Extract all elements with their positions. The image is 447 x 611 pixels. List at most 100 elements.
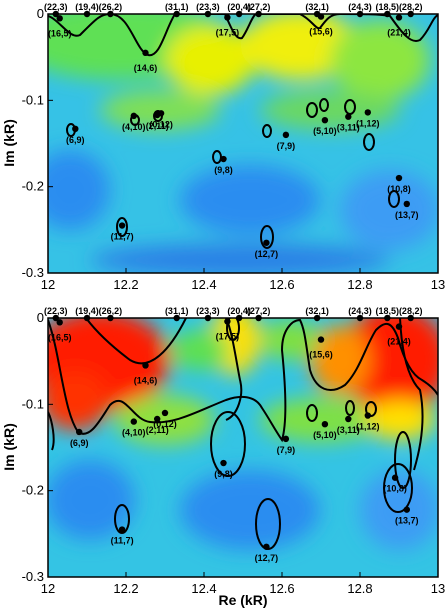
pole-label: (2,11) <box>146 121 169 131</box>
contour-line <box>85 318 187 365</box>
contour-loop <box>383 463 413 513</box>
contour-loop <box>363 133 375 151</box>
pole-marker <box>161 409 169 417</box>
pole-label: (6,9) <box>66 135 85 145</box>
x-tick-label: 12.8 <box>347 581 372 596</box>
pole-marker <box>224 14 231 21</box>
top-edge-label: (31,1) <box>165 306 189 316</box>
pole-label: (11,7) <box>111 232 134 242</box>
top-edge-marker <box>407 314 414 322</box>
top-edge-marker <box>173 10 180 18</box>
pole-label: (7,9) <box>277 141 296 151</box>
pole-marker <box>395 14 403 21</box>
pole-label: (14,6) <box>134 63 158 73</box>
top-edge-label: (28,2) <box>399 2 423 12</box>
top-edge-marker <box>313 10 321 18</box>
pole-marker <box>154 415 161 423</box>
pole-label: (17,5) <box>216 27 240 37</box>
pole-marker <box>220 155 227 163</box>
x-tick-label: 13 <box>431 277 445 292</box>
top-edge-marker <box>107 10 114 18</box>
top-edge-label: (26,2) <box>99 306 123 316</box>
y-tick-label: -0.1 <box>22 396 44 411</box>
pole-marker <box>345 113 352 120</box>
poles-top: (16,5) (14,6) (17,5) (15,6) (21,4) (0,12)(4,1… <box>48 13 419 259</box>
top-edge-label: (27,2) <box>247 2 271 12</box>
top-edge-label: (22,3) <box>44 306 68 316</box>
x-tick-label: 12.4 <box>191 581 216 596</box>
top-edge-label: (31,1) <box>165 2 189 12</box>
top-edge-label: (20,4) <box>227 2 251 12</box>
y-tick-label: -0.2 <box>22 179 44 194</box>
x-tick-label: 12.4 <box>191 277 216 292</box>
pole-marker <box>321 116 329 124</box>
top-edge-label: (32,1) <box>305 306 329 316</box>
pole-marker <box>391 474 399 481</box>
contour-line <box>48 411 55 451</box>
y-axis-label-top: Im (kR) <box>1 119 17 166</box>
contour-loop <box>365 401 377 417</box>
pole-label: (6,9) <box>70 438 89 448</box>
y-tick-label: 0 <box>37 6 44 21</box>
pole-marker <box>224 318 231 325</box>
top-edge-label: (19,4) <box>75 306 99 316</box>
contour-line <box>399 318 424 471</box>
y-ticks-bottom: 0 -0.1 -0.2 -0.3 <box>22 310 53 584</box>
pole-marker <box>282 131 290 139</box>
top-edge-label: (24,3) <box>348 306 372 316</box>
pole-marker <box>118 526 126 533</box>
pole-marker <box>364 412 371 419</box>
panel-top: (16,5) (14,6) (17,5) (15,6) (21,4) (0,12)(4,1… <box>1 2 445 292</box>
contour-loop <box>388 190 400 208</box>
y-tick-label: -0.2 <box>22 483 44 498</box>
heatmap-bottom <box>48 318 438 577</box>
top-edge-marker <box>356 314 364 322</box>
top-edge-marker <box>173 314 180 322</box>
pole-marker <box>56 319 63 326</box>
top-edge-marker <box>384 10 391 18</box>
pole-marker <box>72 125 79 133</box>
pole-label: (2,11) <box>146 425 169 435</box>
pole-label: (17,5) <box>216 331 240 341</box>
pole-label: (0,12) <box>153 419 177 429</box>
top-edge-marker <box>83 314 91 322</box>
pole-label: (13,7) <box>395 516 419 526</box>
top-edge-label: (27,2) <box>247 306 271 316</box>
contour-loop <box>345 400 355 416</box>
contour-loop <box>212 150 222 164</box>
x-ticks-bottom: 12 12.2 12.4 12.6 12.8 13 <box>41 572 445 596</box>
pole-label: (11,7) <box>111 536 134 546</box>
pole-marker <box>321 420 329 428</box>
top-edge-marker <box>407 10 414 18</box>
pole-label: (16,5) <box>48 332 72 342</box>
y-ticks-top: 0 -0.1 -0.2 -0.3 <box>22 6 53 280</box>
contour-loop <box>116 217 128 237</box>
top-edge-marker <box>384 314 391 322</box>
top-edge-marker <box>204 314 212 322</box>
pole-label: (4,10) <box>122 428 146 438</box>
top-edge-marker <box>52 10 59 18</box>
pole-label: (10,8) <box>383 484 407 494</box>
x-axis-label-bottom: Re (kR) <box>218 592 267 608</box>
top-edge-marker <box>204 10 212 18</box>
top-edge-marker <box>235 10 243 18</box>
y-tick-label: -0.3 <box>22 265 44 280</box>
top-edge-label: (23,3) <box>196 306 220 316</box>
contour-loop <box>260 225 274 249</box>
plot-frame-bottom <box>47 317 439 578</box>
top-edge-marker <box>235 314 243 322</box>
x-tick-label: 12 <box>41 277 55 292</box>
pole-label: (9,8) <box>214 469 233 479</box>
pole-marker <box>263 543 270 550</box>
top-edge-label: (23,3) <box>196 2 220 12</box>
x-tick-label: 12.2 <box>113 581 138 596</box>
pole-label: (5,10) <box>313 430 337 440</box>
contour-loop <box>306 404 318 422</box>
pole-marker <box>142 362 149 369</box>
pole-label: (15,6) <box>309 27 333 37</box>
top-labels-top: (22,3) (19,4) (26,2) (31,1) (23,3) (20,4)(27,… <box>44 2 423 18</box>
contour-line <box>48 318 438 443</box>
contour-loop <box>306 102 318 118</box>
y-tick-label: -0.1 <box>22 92 44 107</box>
